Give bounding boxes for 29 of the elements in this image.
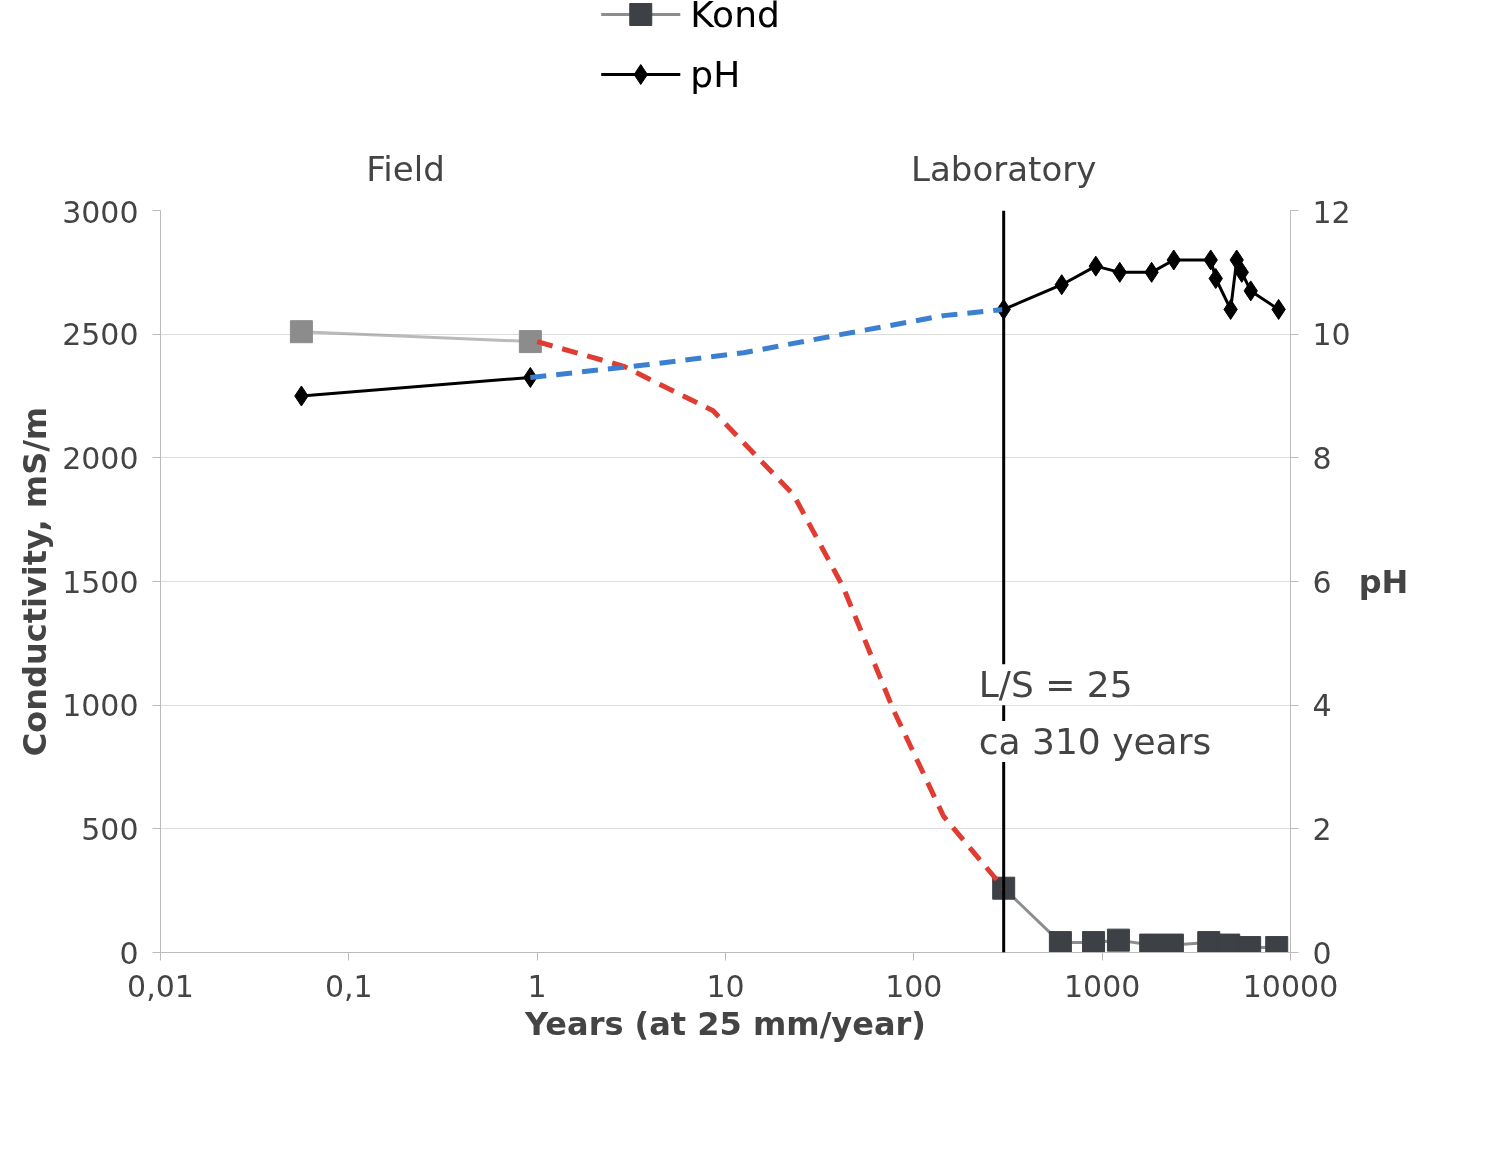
- y2-axis-title: pH: [1358, 562, 1409, 601]
- text: Laboratory: [911, 148, 1097, 189]
- y-tick-label: 2500: [62, 317, 139, 353]
- y2-tick-label: 4: [1312, 688, 1332, 724]
- y-axis-title: Conductivity, mS/m: [16, 406, 55, 757]
- x-tick-label: 100: [885, 968, 943, 1004]
- x-tick-label: 0,01: [127, 968, 194, 1004]
- annotation: L/S = 25: [978, 664, 1133, 706]
- y-tick-label: 3000: [62, 194, 139, 230]
- y2-tick-label: 10: [1312, 317, 1351, 353]
- y2-tick-label: 2: [1312, 811, 1332, 847]
- y-tick-label: 2000: [62, 440, 139, 476]
- x-tick-label: 1: [527, 968, 547, 1004]
- x-tick-label: 10000: [1242, 968, 1339, 1004]
- x-tick-label: 1000: [1063, 968, 1141, 1004]
- y2-tick-label: 0: [1312, 935, 1332, 971]
- x-tick-label: 0,1: [324, 968, 373, 1004]
- y-tick-label: 0: [119, 935, 139, 971]
- x-axis-title: Years (at 25 mm/year): [524, 1004, 926, 1043]
- y-tick-label: 500: [81, 811, 139, 847]
- y-tick-label: 1000: [62, 688, 139, 724]
- text: Field: [366, 148, 445, 189]
- legend-label: pH: [690, 54, 741, 95]
- annotation: ca 310 years: [978, 721, 1212, 763]
- y2-tick-label: 6: [1312, 564, 1332, 600]
- y2-tick-label: 8: [1312, 440, 1332, 476]
- y2-tick-label: 12: [1312, 194, 1351, 230]
- y-tick-label: 1500: [62, 564, 139, 600]
- x-tick-label: 10: [706, 968, 745, 1004]
